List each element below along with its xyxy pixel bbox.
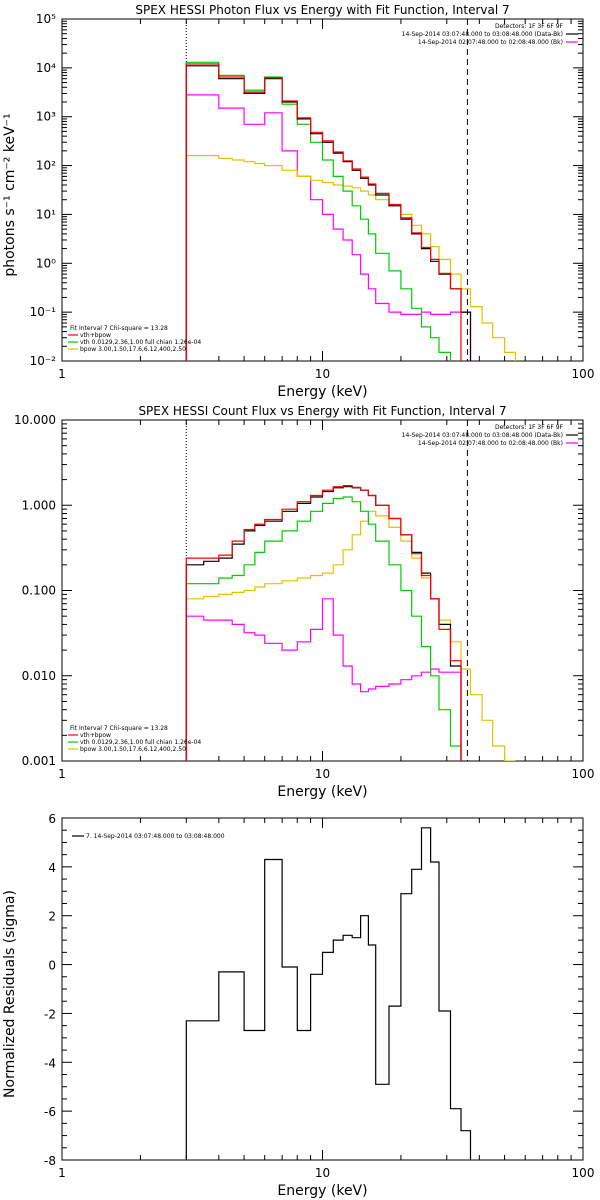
x-tick-label: 10 xyxy=(315,367,330,381)
y-tick-label: 4 xyxy=(48,861,56,875)
legend-top-entry: 14-Sep-2014 03:07:48.000 to 03:08:48.000… xyxy=(402,31,563,38)
x-tick-label: 100 xyxy=(572,1166,595,1180)
count-flux-panel: 1 10 100 Energy (keV) 0.001 0.010 0.100 1.000 10… xyxy=(14,404,594,800)
series-vth xyxy=(185,61,452,361)
y-tick-label: -6 xyxy=(44,1105,56,1119)
residuals-panel: 1 10 100 Energy (keV) -8 -6 -4 -2 0 2 4 6 Normalized… xyxy=(2,812,594,1199)
photon-flux-panel: 1 10 100 Energy (keV) 10⁻² 10⁻¹ 10⁰ 10¹ 10² 10³ 10… xyxy=(2,3,594,400)
plot-frame xyxy=(61,817,584,1161)
series-bpow xyxy=(185,155,516,361)
legend-top-entry: 14-Sep-2014 02:07:48.000 to 02:08:48.000… xyxy=(418,440,563,447)
x-tick-label: 1 xyxy=(58,767,66,781)
legend-bottom-entry: Fit Interval 7 Chi-square = 13.28 xyxy=(70,325,168,332)
y-tick-label: 10² xyxy=(36,159,56,173)
series-residuals xyxy=(185,827,472,1160)
chart-title: SPEX HESSI Photon Flux vs Energy with Fi… xyxy=(135,3,509,17)
x-tick-label: 10 xyxy=(315,1166,330,1180)
y-tick-label: 1.000 xyxy=(22,498,56,512)
y-tick-label: 10¹ xyxy=(36,207,56,221)
series-background xyxy=(185,94,472,361)
legend-entry: 7. 14-Sep-2014 03:07:48.000 to 03:08:48.… xyxy=(86,833,225,840)
legend-bottom-entry: vth+bpow xyxy=(80,732,111,739)
series-vth-plus-bpow xyxy=(185,63,462,361)
series-bpow xyxy=(185,510,516,761)
y-tick-label: 10⁻² xyxy=(30,354,57,368)
y-tick-label: 0.100 xyxy=(22,584,56,598)
x-tick-label: 100 xyxy=(572,767,595,781)
legend-top-entry: 14-Sep-2014 03:07:48.000 to 03:08:48.000… xyxy=(402,432,563,439)
x-tick-label: 100 xyxy=(572,367,595,381)
chart-title: SPEX HESSI Count Flux vs Energy with Fit… xyxy=(138,404,506,418)
legend-top-entry: Detectors: 1F 3F 6F 9F xyxy=(495,23,564,30)
series-vth xyxy=(185,496,462,761)
x-axis-label: Energy (keV) xyxy=(277,1183,367,1199)
legend-bottom-entry: bpow 3.00,1.50,17.6,6.12,400,2.50 xyxy=(80,346,186,353)
legend-bottom-entry: vth 0.0129,2.36,1.00 full chian 1.26e-04 xyxy=(80,739,201,746)
x-tick-label: 1 xyxy=(58,1166,66,1180)
y-tick-label: -8 xyxy=(44,1154,56,1168)
legend-bottom-entry: Fit Interval 7 Chi-square = 13.28 xyxy=(70,725,168,732)
x-axis-label: Energy (keV) xyxy=(277,384,367,400)
x-tick-label: 1 xyxy=(58,367,66,381)
series-data xyxy=(185,486,462,761)
legend-top-entry: Detectors: 1F 3F 6F 9F xyxy=(495,424,564,431)
y-axis-label: Normalized Residuals (sigma) xyxy=(2,890,18,1098)
y-tick-label: 10⁵ xyxy=(36,12,56,26)
y-tick-label: 10⁴ xyxy=(36,61,56,75)
legend-bottom-entry: bpow 3.00,1.50,17.6,6.12,400,2.50 xyxy=(80,746,186,753)
y-tick-label: 10³ xyxy=(36,110,56,124)
series-background xyxy=(185,598,462,761)
plot-frame xyxy=(61,18,584,362)
y-tick-label: 0 xyxy=(48,959,56,973)
legend-top-entry: 14-Sep-2014 02:07:48.000 to 02:08:48.000… xyxy=(418,39,563,46)
y-tick-label: 6 xyxy=(48,812,56,826)
y-tick-label: -4 xyxy=(44,1056,56,1070)
y-tick-label: 0.001 xyxy=(22,754,56,768)
legend-bottom-entry: vth+bpow xyxy=(80,332,111,339)
legend-bottom-entry: vth 0.0129,2.36,1.00 full chian 1.26e-04 xyxy=(80,339,201,346)
y-tick-label: 2 xyxy=(48,910,56,924)
y-tick-label: 0.010 xyxy=(22,669,56,683)
y-axis-label: photons s⁻¹ cm⁻² keV⁻¹ xyxy=(2,113,18,276)
plot-frame xyxy=(61,419,584,762)
y-tick-label: 10⁰ xyxy=(36,256,56,270)
y-tick-label: -2 xyxy=(44,1007,56,1021)
series-vth-plus-bpow xyxy=(185,485,462,761)
y-tick-label: 10.000 xyxy=(14,413,56,427)
x-tick-label: 10 xyxy=(315,767,330,781)
series-data xyxy=(185,65,472,361)
y-tick-label: 10⁻¹ xyxy=(30,305,57,319)
x-axis-label: Energy (keV) xyxy=(277,784,367,800)
